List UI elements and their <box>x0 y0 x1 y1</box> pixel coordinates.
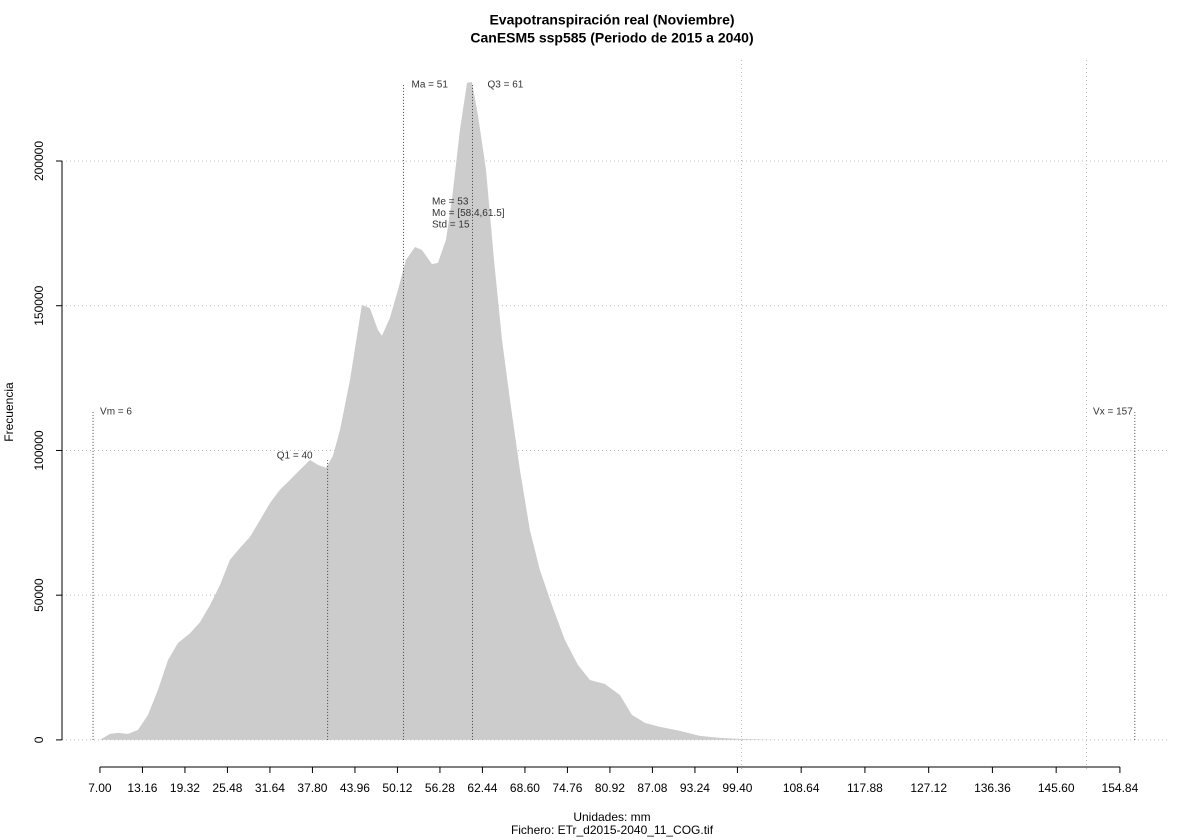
stat-label: Vx = 157 <box>1093 407 1133 418</box>
stat-label: Q1 = 40 <box>277 451 313 462</box>
stat-note: Mo = [58.4,61.5] <box>432 208 505 219</box>
y-tick-label: 50000 <box>32 578 46 612</box>
x-tick-label: 136.36 <box>974 781 1011 795</box>
chart-title: Evapotranspiración real (Noviembre) <box>489 12 734 28</box>
x-tick-label: 37.80 <box>297 781 327 795</box>
chart-subtitle: CanESM5 ssp585 (Periodo de 2015 a 2040) <box>470 30 753 46</box>
x-tick-label: 62.44 <box>467 781 497 795</box>
x-tick-label: 93.24 <box>680 781 710 795</box>
x-tick-label: 145.60 <box>1038 781 1075 795</box>
x-tick-label: 56.28 <box>425 781 455 795</box>
x-tick-label: 50.12 <box>382 781 412 795</box>
x-tick-label: 108.64 <box>783 781 820 795</box>
y-axis-label: Frecuencia <box>2 382 16 442</box>
x-tick-label: 87.08 <box>637 781 667 795</box>
x-tick-label: 43.96 <box>340 781 370 795</box>
x-tick-label: 99.40 <box>722 781 752 795</box>
stat-label: Q3 = 61 <box>487 80 523 91</box>
x-tick-label: 80.92 <box>595 781 625 795</box>
x-tick-label: 154.84 <box>1102 781 1139 795</box>
x-tick-label: 68.60 <box>510 781 540 795</box>
stat-note: Std = 15 <box>432 220 470 231</box>
stat-label: Vm = 6 <box>100 407 132 418</box>
x-tick-label: 19.32 <box>170 781 200 795</box>
x-tick-label: 117.88 <box>847 781 883 795</box>
x-axis-label: Unidades: mm <box>573 810 650 824</box>
stat-label: Ma = 51 <box>412 80 449 91</box>
y-tick-label: 200000 <box>32 141 46 181</box>
x-tick-label: 25.48 <box>212 781 242 795</box>
y-tick-label: 150000 <box>32 285 46 325</box>
x-tick-label: 13.16 <box>127 781 157 795</box>
density-area <box>99 82 1128 740</box>
y-tick-label: 100000 <box>32 430 46 470</box>
x-tick-label: 74.76 <box>552 781 582 795</box>
x-tick-label: 7.00 <box>88 781 112 795</box>
caption: Fichero: ETr_d2015-2040_11_COG.tif <box>511 823 714 837</box>
x-tick-label: 127.12 <box>910 781 947 795</box>
x-tick-label: 31.64 <box>255 781 285 795</box>
stat-note: Me = 53 <box>432 197 469 208</box>
y-tick-label: 0 <box>32 736 46 743</box>
